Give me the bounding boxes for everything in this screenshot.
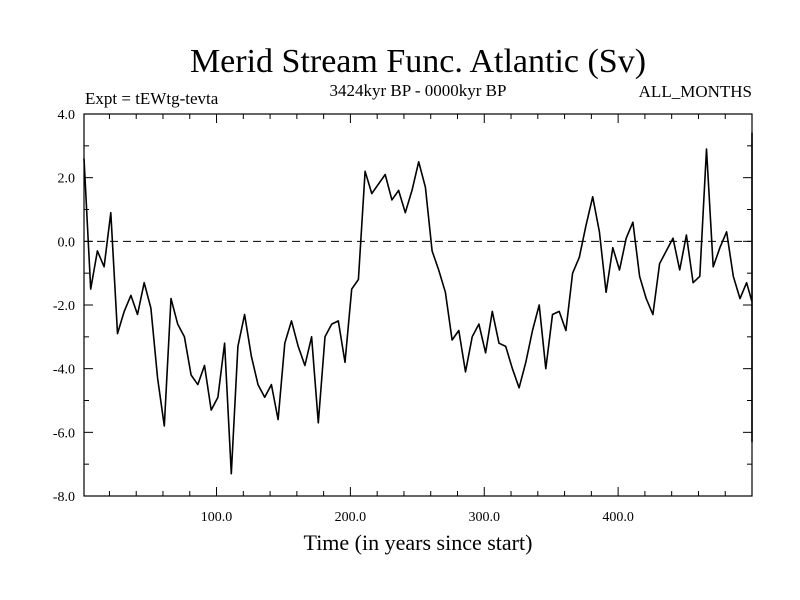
period-label: 3424kyr BP - 0000kyr BP	[330, 81, 507, 100]
y-tick-label: -2.0	[53, 299, 75, 314]
x-axis-label: Time (in years since start)	[304, 530, 533, 555]
plot-frame	[83, 113, 753, 497]
y-tick-label: 0.0	[58, 235, 76, 250]
y-tick-label: 4.0	[58, 108, 76, 123]
y-tick-label: 2.0	[58, 172, 76, 187]
months-label: ALL_MONTHS	[639, 82, 752, 101]
series-line	[83, 132, 753, 475]
y-tick-label: -6.0	[53, 426, 75, 441]
y-tick-label: -8.0	[53, 490, 75, 505]
chart-title: Merid Stream Func. Atlantic (Sv)	[190, 43, 646, 80]
x-tick-label: 400.0	[602, 510, 634, 525]
x-tick-label: 200.0	[335, 510, 367, 525]
x-tick-label: 100.0	[201, 510, 233, 525]
y-tick-label: -4.0	[53, 363, 75, 378]
experiment-label: Expt = tEWtg-tevta	[85, 89, 219, 108]
series-layer	[83, 132, 753, 475]
axis-layer: 4.0 2.0 0.0 -2.0 -4.0 -6.0 -8.0 100.0 200.0 300.0…	[53, 108, 752, 525]
x-tick-label: 300.0	[469, 510, 501, 525]
